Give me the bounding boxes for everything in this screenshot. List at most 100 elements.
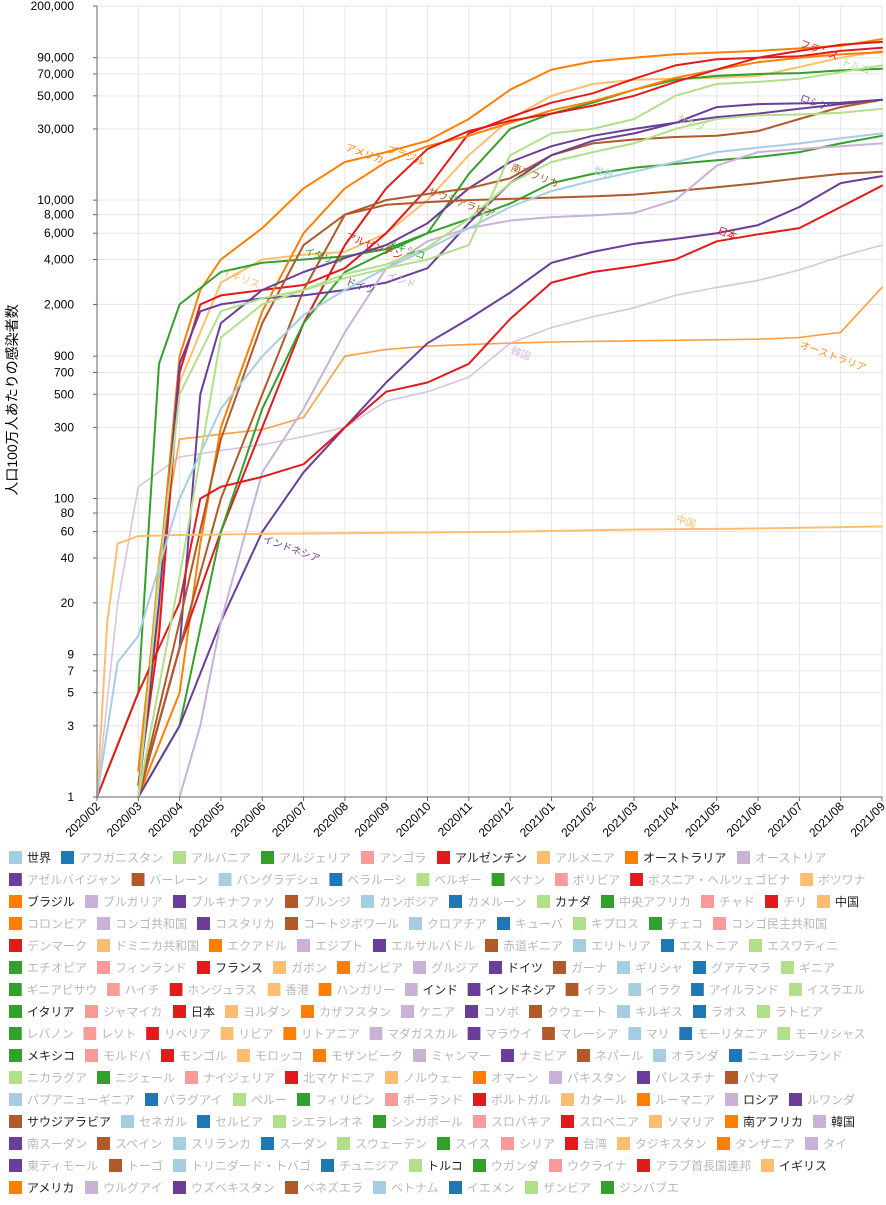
legend-item[interactable]: ジャマイカ: [85, 1000, 162, 1022]
legend-item[interactable]: ギニア: [781, 956, 835, 978]
legend-item[interactable]: バーレーン: [131, 868, 208, 890]
legend-item[interactable]: モーリシャス: [777, 1022, 866, 1044]
legend-item[interactable]: クロアチア: [409, 912, 487, 934]
legend-item[interactable]: タジキスタン: [617, 1132, 707, 1154]
legend-item[interactable]: チリ: [765, 890, 807, 912]
legend-item[interactable]: パナマ: [725, 1066, 779, 1088]
legend-item[interactable]: エルサルバドル: [373, 934, 475, 956]
legend-item[interactable]: メキシコ: [9, 1044, 75, 1066]
legend-item[interactable]: ブルガリア: [85, 890, 163, 912]
legend-item[interactable]: キューバ: [497, 912, 563, 934]
legend-item[interactable]: ドイツ: [489, 956, 543, 978]
legend-item[interactable]: アラブ首長国連邦: [637, 1154, 751, 1176]
legend-item[interactable]: イエメン: [449, 1176, 515, 1198]
legend-item[interactable]: ラトビア: [757, 1000, 823, 1022]
legend-item[interactable]: カナダ: [537, 890, 591, 912]
legend-item[interactable]: ブルキナファソ: [173, 890, 275, 912]
legend-item[interactable]: アルゼンチン: [437, 846, 527, 868]
legend-item[interactable]: スイス: [437, 1132, 491, 1154]
legend-item[interactable]: ザンビア: [525, 1176, 591, 1198]
legend-item[interactable]: スウェーデン: [337, 1132, 427, 1154]
legend-item[interactable]: スロバキア: [473, 1110, 551, 1132]
legend-item[interactable]: ニュージーランド: [729, 1044, 843, 1066]
legend-item[interactable]: チャド: [701, 890, 755, 912]
legend-item[interactable]: バングラデシュ: [218, 868, 320, 890]
legend-item[interactable]: スロベニア: [561, 1110, 639, 1132]
legend-item[interactable]: パレスチナ: [637, 1066, 715, 1088]
legend-item[interactable]: ボスニア・ヘルツェゴビナ: [630, 868, 790, 890]
legend-item[interactable]: ベネズエラ: [285, 1176, 363, 1198]
legend-item[interactable]: ウズベキスタン: [173, 1176, 275, 1198]
legend-item[interactable]: ガーナ: [553, 956, 607, 978]
legend-item[interactable]: リトアニア: [283, 1022, 360, 1044]
legend-item[interactable]: ドミニカ共和国: [97, 934, 199, 956]
legend-item[interactable]: コソボ: [465, 1000, 519, 1022]
legend-item[interactable]: 南スーダン: [9, 1132, 87, 1154]
legend-item[interactable]: ガボン: [273, 956, 327, 978]
legend-item[interactable]: アフガニスタン: [61, 846, 163, 868]
legend-item[interactable]: カメルーン: [449, 890, 526, 912]
legend-item[interactable]: エリトリア: [573, 934, 651, 956]
legend-item[interactable]: コンゴ共和国: [97, 912, 187, 934]
legend-item[interactable]: マレーシア: [542, 1022, 618, 1044]
legend-item[interactable]: デンマーク: [9, 934, 87, 956]
legend-item[interactable]: マリ: [628, 1022, 670, 1044]
legend-item[interactable]: イタリア: [9, 1000, 75, 1022]
legend-item[interactable]: ボツワナ: [800, 868, 865, 890]
legend-item[interactable]: イスラエル: [789, 978, 865, 1000]
legend-item[interactable]: 北マケドニア: [285, 1066, 375, 1088]
legend-item[interactable]: 赤道ギニア: [485, 934, 563, 956]
legend-item[interactable]: モザンビーク: [313, 1044, 403, 1066]
legend-item[interactable]: ノルウェー: [385, 1066, 463, 1088]
legend-item[interactable]: ヨルダン: [225, 1000, 291, 1022]
legend-item[interactable]: ポーランド: [385, 1088, 463, 1110]
legend-item[interactable]: ベナン: [491, 868, 545, 890]
legend-item[interactable]: ナミビア: [501, 1044, 567, 1066]
legend-item[interactable]: コスタリカ: [197, 912, 275, 934]
legend-item[interactable]: マダガスカル: [369, 1022, 458, 1044]
legend-item[interactable]: シンガポール: [373, 1110, 463, 1132]
legend-item[interactable]: アゼルバイジャン: [9, 868, 121, 890]
legend-item[interactable]: ロシア: [725, 1088, 779, 1110]
legend-item[interactable]: ペルー: [233, 1088, 287, 1110]
legend-item[interactable]: ルーマニア: [637, 1088, 715, 1110]
legend-item[interactable]: コロンビア: [9, 912, 87, 934]
legend-item[interactable]: インドネシア: [467, 978, 556, 1000]
legend-item[interactable]: エストニア: [661, 934, 739, 956]
legend-item[interactable]: カンボジア: [361, 890, 439, 912]
legend-item[interactable]: パラグアイ: [145, 1088, 222, 1110]
legend-item[interactable]: 香港: [267, 978, 309, 1000]
legend-item[interactable]: 東ティモール: [9, 1154, 98, 1176]
legend-item[interactable]: アンゴラ: [361, 846, 427, 868]
legend-item[interactable]: エクアドル: [209, 934, 287, 956]
legend-item[interactable]: パキスタン: [549, 1066, 627, 1088]
legend-item[interactable]: ソマリア: [649, 1110, 715, 1132]
legend-item[interactable]: フランス: [197, 956, 263, 978]
legend-item[interactable]: キルギス: [617, 1000, 683, 1022]
legend-item[interactable]: アメリカ: [9, 1176, 74, 1198]
legend-item[interactable]: チェコ: [649, 912, 703, 934]
legend-item[interactable]: トーゴ: [109, 1154, 163, 1176]
legend-item[interactable]: ギリシャ: [617, 956, 683, 978]
legend-item[interactable]: オーストリア: [737, 846, 826, 868]
legend-item[interactable]: ウルグアイ: [85, 1176, 162, 1198]
legend-item[interactable]: グアテマラ: [693, 956, 771, 978]
legend-item[interactable]: ジンバブエ: [601, 1176, 679, 1198]
legend-item[interactable]: チュニジア: [321, 1154, 399, 1176]
legend-item[interactable]: イギリス: [761, 1154, 827, 1176]
legend-item[interactable]: タイ: [805, 1132, 847, 1154]
legend-item[interactable]: ホンジュラス: [169, 978, 257, 1000]
legend-item[interactable]: スペイン: [97, 1132, 162, 1154]
legend-item[interactable]: ニカラグア: [9, 1066, 87, 1088]
legend-item[interactable]: 台湾: [565, 1132, 607, 1154]
legend-item[interactable]: カタール: [561, 1088, 627, 1110]
legend-item[interactable]: レソト: [83, 1022, 136, 1044]
legend-item[interactable]: クウェート: [529, 1000, 607, 1022]
legend-item[interactable]: 中国: [817, 890, 859, 912]
legend-item[interactable]: ベトナム: [373, 1176, 439, 1198]
legend-item[interactable]: ベルギー: [416, 868, 482, 890]
legend-item[interactable]: インド: [404, 978, 458, 1000]
legend-item[interactable]: グルジア: [413, 956, 479, 978]
legend-item[interactable]: イラク: [628, 978, 681, 1000]
legend-item[interactable]: アルメニア: [537, 846, 615, 868]
